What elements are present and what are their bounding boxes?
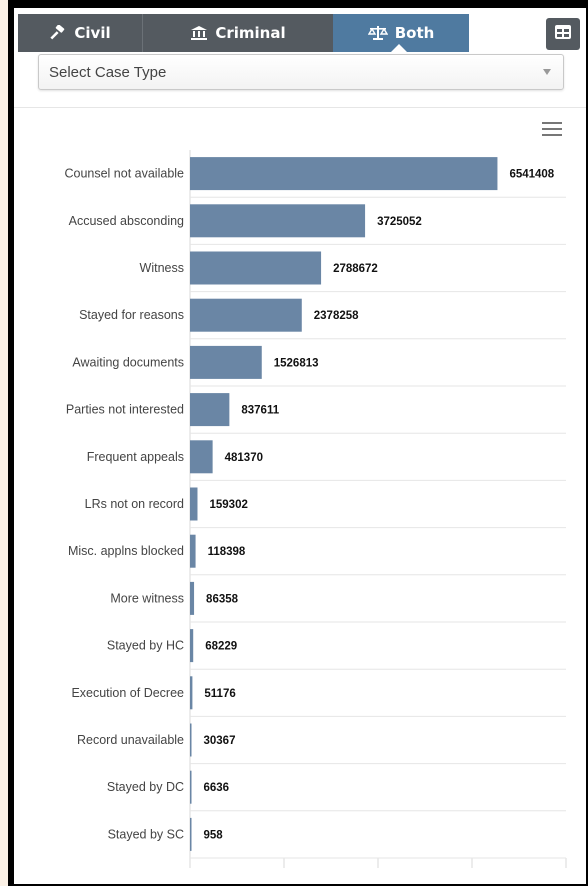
pendency-reasons-bar-chart: Counsel not available 6541408 Accused absc…	[64, 150, 567, 868]
category-label: Stayed by SC	[108, 827, 184, 841]
grid-icon	[555, 24, 571, 44]
active-tab-indicator	[391, 44, 407, 52]
data-label: 86358	[206, 593, 239, 605]
tab-civil-label: Civil	[74, 24, 111, 42]
bar[interactable]	[190, 157, 498, 191]
tab-both[interactable]: Both	[333, 14, 469, 52]
bar[interactable]	[190, 534, 196, 568]
category-label: Witness	[140, 261, 184, 275]
bar[interactable]	[190, 676, 193, 710]
chart-menu-button[interactable]	[542, 122, 562, 138]
tab-criminal-label: Criminal	[215, 24, 286, 42]
bar[interactable]	[190, 770, 192, 804]
category-label: Stayed by DC	[107, 780, 184, 794]
category-label: Misc. applns blocked	[68, 544, 184, 558]
data-label: 6636	[204, 782, 230, 794]
gavel-icon	[49, 25, 67, 41]
page-border	[0, 0, 8, 886]
bar[interactable]	[190, 345, 262, 379]
category-label: Awaiting documents	[72, 355, 184, 369]
category-label: LRs not on record	[85, 497, 184, 511]
bar[interactable]	[190, 629, 194, 663]
data-label: 159302	[209, 499, 247, 511]
category-label: Record unavailable	[77, 733, 184, 747]
category-label: Frequent appeals	[87, 450, 184, 464]
data-label: 3725052	[377, 216, 422, 228]
data-label: 2788672	[333, 263, 378, 275]
data-label: 30367	[204, 735, 236, 747]
data-label: 1526813	[274, 357, 319, 369]
bar[interactable]	[190, 817, 192, 851]
data-label: 958	[204, 829, 224, 841]
section-divider	[14, 107, 586, 108]
bar[interactable]	[190, 393, 230, 427]
tab-criminal[interactable]: Criminal	[143, 14, 333, 52]
data-label: 837611	[241, 405, 279, 417]
bar[interactable]	[190, 298, 302, 332]
grid-view-button[interactable]	[546, 18, 580, 50]
case-type-select-value: Select Case Type	[49, 63, 167, 81]
bar[interactable]	[190, 204, 366, 238]
data-label: 68229	[205, 641, 237, 653]
bar[interactable]	[190, 251, 322, 285]
category-label: Execution of Decree	[71, 686, 184, 700]
category-label: More witness	[110, 591, 184, 605]
case-category-tabs: Civil Criminal	[14, 8, 586, 52]
bar[interactable]	[190, 723, 192, 757]
bar[interactable]	[190, 440, 213, 474]
category-label: Counsel not available	[64, 167, 184, 181]
scales-icon	[367, 25, 388, 41]
bar[interactable]	[190, 487, 198, 521]
bar[interactable]	[190, 581, 195, 615]
tab-both-label: Both	[394, 24, 435, 42]
dashboard-panel: Civil Criminal	[14, 8, 586, 884]
case-type-select[interactable]: Select Case Type	[38, 54, 564, 90]
data-label: 481370	[225, 452, 263, 464]
category-label: Parties not interested	[66, 403, 184, 417]
category-label: Accused absconding	[69, 214, 184, 228]
tab-civil[interactable]: Civil	[18, 14, 143, 52]
data-label: 51176	[204, 688, 235, 700]
data-label: 6541408	[509, 169, 554, 181]
category-label: Stayed for reasons	[79, 308, 184, 322]
data-label: 2378258	[314, 310, 359, 322]
courthouse-icon	[190, 25, 208, 41]
data-label: 118398	[208, 546, 246, 558]
category-label: Stayed by HC	[107, 639, 184, 653]
chevron-down-icon	[543, 69, 551, 75]
